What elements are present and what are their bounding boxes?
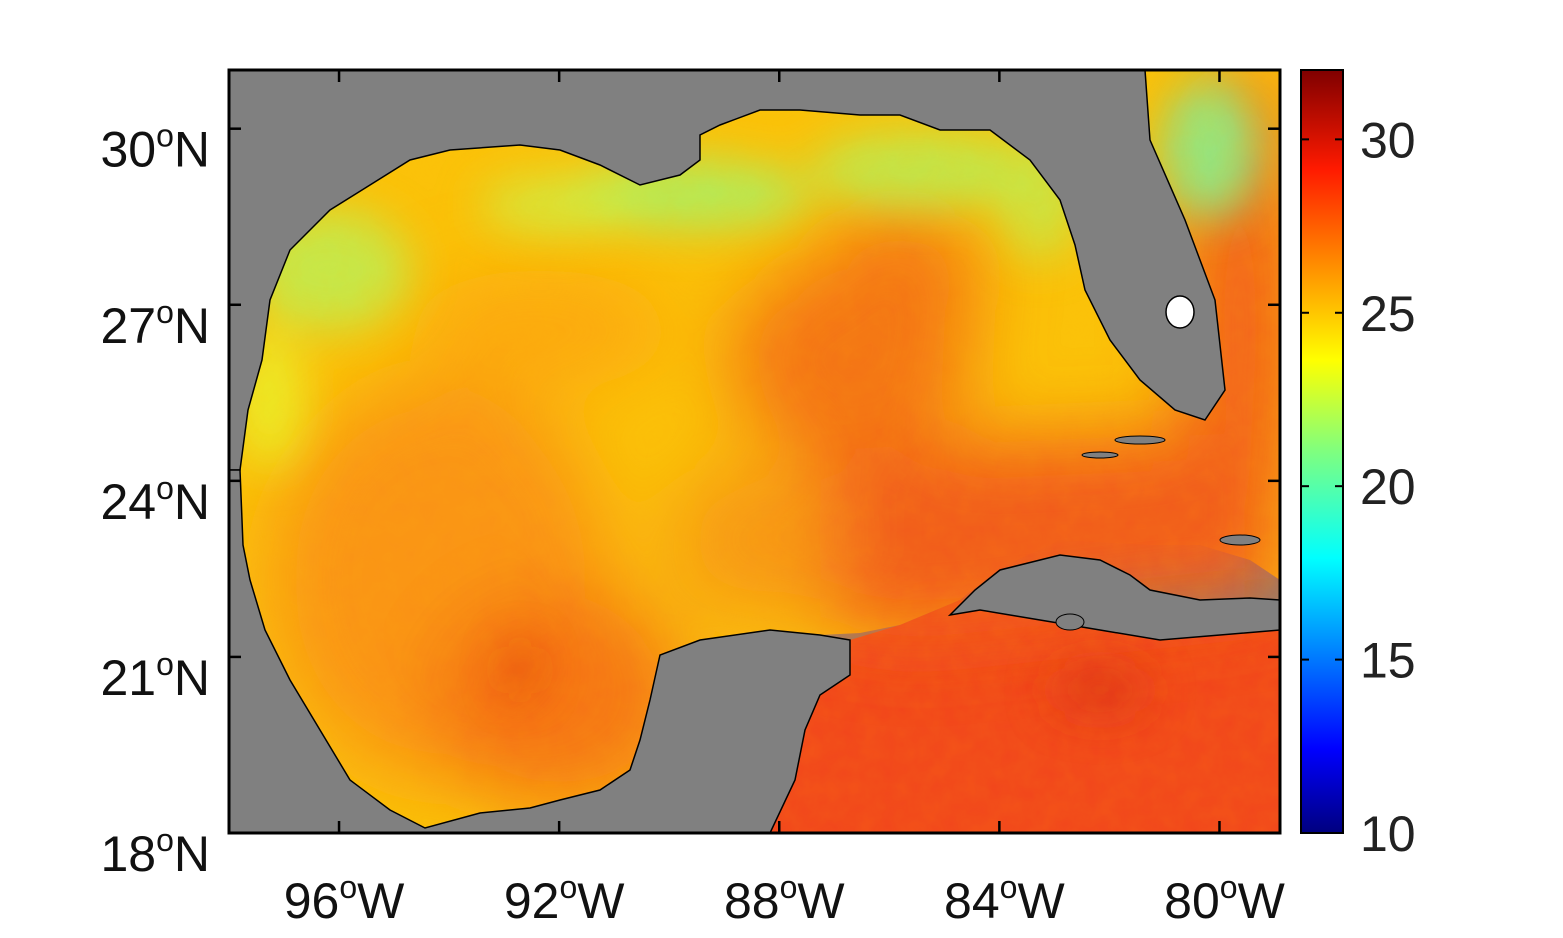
colorbar-tick-label: 25 bbox=[1360, 286, 1416, 342]
x-tick-label: 96oW bbox=[284, 869, 405, 929]
colorbar-tick-label: 20 bbox=[1360, 459, 1416, 515]
y-tick-label: 30oN bbox=[100, 118, 210, 178]
y-tick-label: 21oN bbox=[100, 646, 210, 706]
lake-okeechobee bbox=[1165, 295, 1195, 329]
colorbar-ticks bbox=[1301, 138, 1343, 834]
land bbox=[229, 70, 1280, 833]
x-axis-labels: 96oW 92oW 88oW 84oW 80oW bbox=[284, 869, 1286, 929]
map-frame bbox=[227, 68, 1282, 835]
colorbar-tick-label: 15 bbox=[1360, 633, 1416, 689]
mexico-land bbox=[229, 469, 851, 833]
colorbar bbox=[1300, 69, 1344, 834]
x-tick-label: 84oW bbox=[944, 869, 1065, 929]
colorbar-labels: 30 25 20 15 10 bbox=[1360, 112, 1416, 862]
usa-north-coast bbox=[229, 70, 1226, 471]
colorbar-tick-label: 10 bbox=[1360, 806, 1416, 862]
y-axis-labels: 30oN 27oN 24oN 21oN 18oN bbox=[100, 118, 210, 882]
y-tick-label: 18oN bbox=[100, 822, 210, 882]
y-tick-label: 27oN bbox=[100, 294, 210, 354]
x-tick-label: 80oW bbox=[1164, 869, 1285, 929]
sst-field bbox=[229, 70, 1280, 833]
x-tick-label: 88oW bbox=[724, 869, 845, 929]
y-tick-label: 24oN bbox=[100, 470, 210, 530]
axis-ticks bbox=[229, 70, 1280, 835]
colorbar-tick-label: 30 bbox=[1360, 112, 1416, 168]
islands bbox=[1055, 435, 1261, 631]
x-tick-label: 92oW bbox=[504, 869, 625, 929]
